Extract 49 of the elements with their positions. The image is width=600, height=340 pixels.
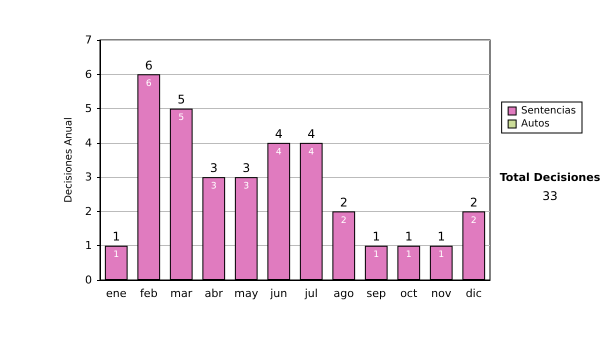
y-tick-label: 2 <box>85 204 92 218</box>
x-tick-label: mar <box>170 287 193 300</box>
legend-label: Sentencias <box>521 106 576 116</box>
data-label: 2 <box>470 216 477 226</box>
x-tick-label: feb <box>140 287 158 300</box>
data-label: 3 <box>243 182 250 192</box>
x-tick-label: ene <box>106 287 127 300</box>
y-tick-label: 0 <box>85 274 92 286</box>
total-label: 2 <box>470 195 478 210</box>
total-label: 4 <box>307 126 316 141</box>
y-tick-label: 3 <box>85 170 92 184</box>
total-label: 1 <box>404 230 413 244</box>
y-tick-label: 6 <box>85 68 92 81</box>
x-tick-label: oct <box>400 287 418 300</box>
total-label: 4 <box>274 126 283 141</box>
data-label: 4 <box>308 147 314 158</box>
x-tick-label: ago <box>334 287 354 300</box>
legend-label: Autos <box>521 118 550 130</box>
data-label: 1 <box>373 250 380 260</box>
text: 33 <box>542 189 558 203</box>
total-label: 2 <box>340 195 348 210</box>
data-label: 1 <box>113 250 120 260</box>
y-tick-label: 1 <box>85 239 92 252</box>
total-label: 5 <box>177 92 186 107</box>
x-tick-label: jul <box>304 287 318 300</box>
data-label: 5 <box>178 113 184 124</box>
text: Total Decisiones <box>500 171 600 184</box>
total-label: 1 <box>112 230 120 244</box>
x-tick-label: may <box>234 287 259 300</box>
y-tick-label: 5 <box>85 102 92 116</box>
data-label: 1 <box>406 250 412 260</box>
total-label: 3 <box>210 161 218 176</box>
total-label: 3 <box>242 161 250 176</box>
x-tick-label: jun <box>269 287 288 300</box>
data-label: 2 <box>340 216 347 226</box>
data-label: 1 <box>438 250 444 260</box>
total-label: 6 <box>144 58 153 72</box>
x-tick-label: nov <box>431 287 452 300</box>
data-label: 4 <box>276 147 282 158</box>
data-label: 6 <box>146 78 152 89</box>
y-tick-label: 4 <box>85 136 92 150</box>
x-tick-label: abr <box>204 287 224 300</box>
data-label: 3 <box>210 182 217 192</box>
total-label: 1 <box>437 230 446 244</box>
y-tick-label: 7 <box>85 34 92 46</box>
x-tick-label: dic <box>466 287 482 300</box>
x-tick-label: sep <box>366 287 386 300</box>
y-axis-title: Decisiones Anual <box>64 117 75 203</box>
total-label: 1 <box>372 230 380 244</box>
